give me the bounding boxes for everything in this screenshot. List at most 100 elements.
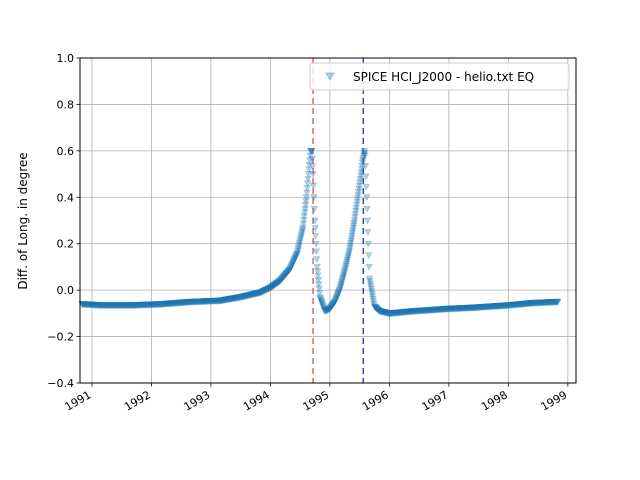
- data-point: [281, 271, 290, 279]
- data-point: [134, 302, 142, 309]
- data-point: [361, 163, 370, 170]
- data-point: [538, 299, 547, 307]
- data-point: [209, 297, 217, 305]
- data-point: [323, 306, 332, 314]
- data-point: [208, 298, 216, 305]
- data-point: [444, 305, 452, 313]
- data-point: [541, 299, 549, 307]
- data-point: [356, 176, 364, 183]
- data-point: [338, 276, 347, 284]
- y-tick-label: −0.2: [47, 331, 74, 344]
- data-point: [145, 301, 153, 309]
- data-point: [125, 302, 134, 310]
- data-point: [207, 298, 216, 305]
- data-point: [242, 292, 251, 300]
- data-point: [290, 255, 299, 263]
- data-point: [235, 294, 243, 302]
- data-point: [116, 302, 124, 310]
- data-point: [532, 299, 540, 307]
- data-point: [120, 302, 129, 310]
- data-point: [505, 302, 513, 310]
- data-point: [316, 295, 325, 303]
- data-point: [462, 304, 471, 312]
- data-point: [429, 306, 437, 314]
- data-point: [97, 302, 106, 310]
- data-point: [252, 290, 261, 298]
- data-point: [179, 299, 188, 307]
- data-point: [93, 302, 102, 309]
- data-point: [484, 303, 492, 311]
- data-point: [402, 308, 410, 316]
- data-point: [474, 304, 483, 312]
- data-point: [297, 234, 305, 242]
- data-point: [84, 301, 93, 309]
- data-point: [126, 302, 135, 310]
- data-point: [172, 300, 180, 307]
- data-point: [282, 271, 290, 278]
- data-point: [305, 166, 313, 174]
- data-point: [365, 264, 373, 271]
- data-point: [233, 294, 241, 302]
- data-point: [400, 309, 408, 316]
- data-point: [138, 301, 146, 309]
- data-point: [135, 302, 143, 309]
- data-point: [416, 307, 425, 315]
- data-point: [175, 299, 183, 307]
- data-point: [364, 229, 372, 236]
- data-point: [367, 285, 375, 293]
- data-point: [292, 252, 301, 259]
- data-point: [512, 301, 521, 309]
- data-point: [135, 302, 144, 309]
- data-point: [485, 303, 494, 311]
- data-point: [549, 299, 558, 306]
- data-point: [171, 300, 180, 307]
- data-point: [271, 281, 280, 288]
- data-point: [167, 300, 176, 308]
- data-point: [183, 299, 192, 306]
- data-point: [161, 300, 170, 308]
- data-point: [214, 297, 222, 305]
- data-point: [466, 304, 475, 312]
- data-point: [396, 309, 405, 317]
- data-point: [81, 301, 90, 309]
- data-point: [503, 302, 511, 310]
- data-point: [471, 304, 479, 312]
- data-point: [191, 298, 200, 306]
- data-point: [449, 305, 457, 313]
- data-point: [248, 291, 256, 299]
- data-point: [92, 302, 100, 309]
- data-point: [205, 298, 214, 305]
- data-point: [489, 303, 497, 311]
- data-point: [441, 306, 449, 313]
- data-point: [81, 301, 89, 309]
- data-point: [467, 304, 475, 312]
- data-point: [115, 302, 123, 310]
- data-point: [255, 289, 263, 297]
- plot-frame: [79, 57, 577, 384]
- data-point: [92, 301, 100, 309]
- data-point: [474, 304, 482, 312]
- data-point: [227, 295, 236, 303]
- data-point: [341, 266, 349, 274]
- data-point: [525, 300, 533, 308]
- data-point: [382, 309, 390, 317]
- data-point: [275, 278, 283, 286]
- data-point: [323, 307, 331, 314]
- data-point: [133, 302, 142, 309]
- data-point: [471, 304, 479, 312]
- data-point: [535, 299, 544, 307]
- data-point: [303, 189, 311, 197]
- data-point: [505, 302, 514, 309]
- data-point: [489, 303, 498, 311]
- data-point: [190, 298, 199, 306]
- data-point: [463, 304, 472, 312]
- data-point: [143, 301, 152, 309]
- data-point: [380, 309, 389, 317]
- data-point: [157, 301, 166, 308]
- data-point: [178, 299, 186, 307]
- data-point: [513, 301, 522, 309]
- data-point: [192, 298, 201, 306]
- data-point: [96, 302, 105, 309]
- data-point: [411, 308, 419, 315]
- data-point: [90, 301, 99, 309]
